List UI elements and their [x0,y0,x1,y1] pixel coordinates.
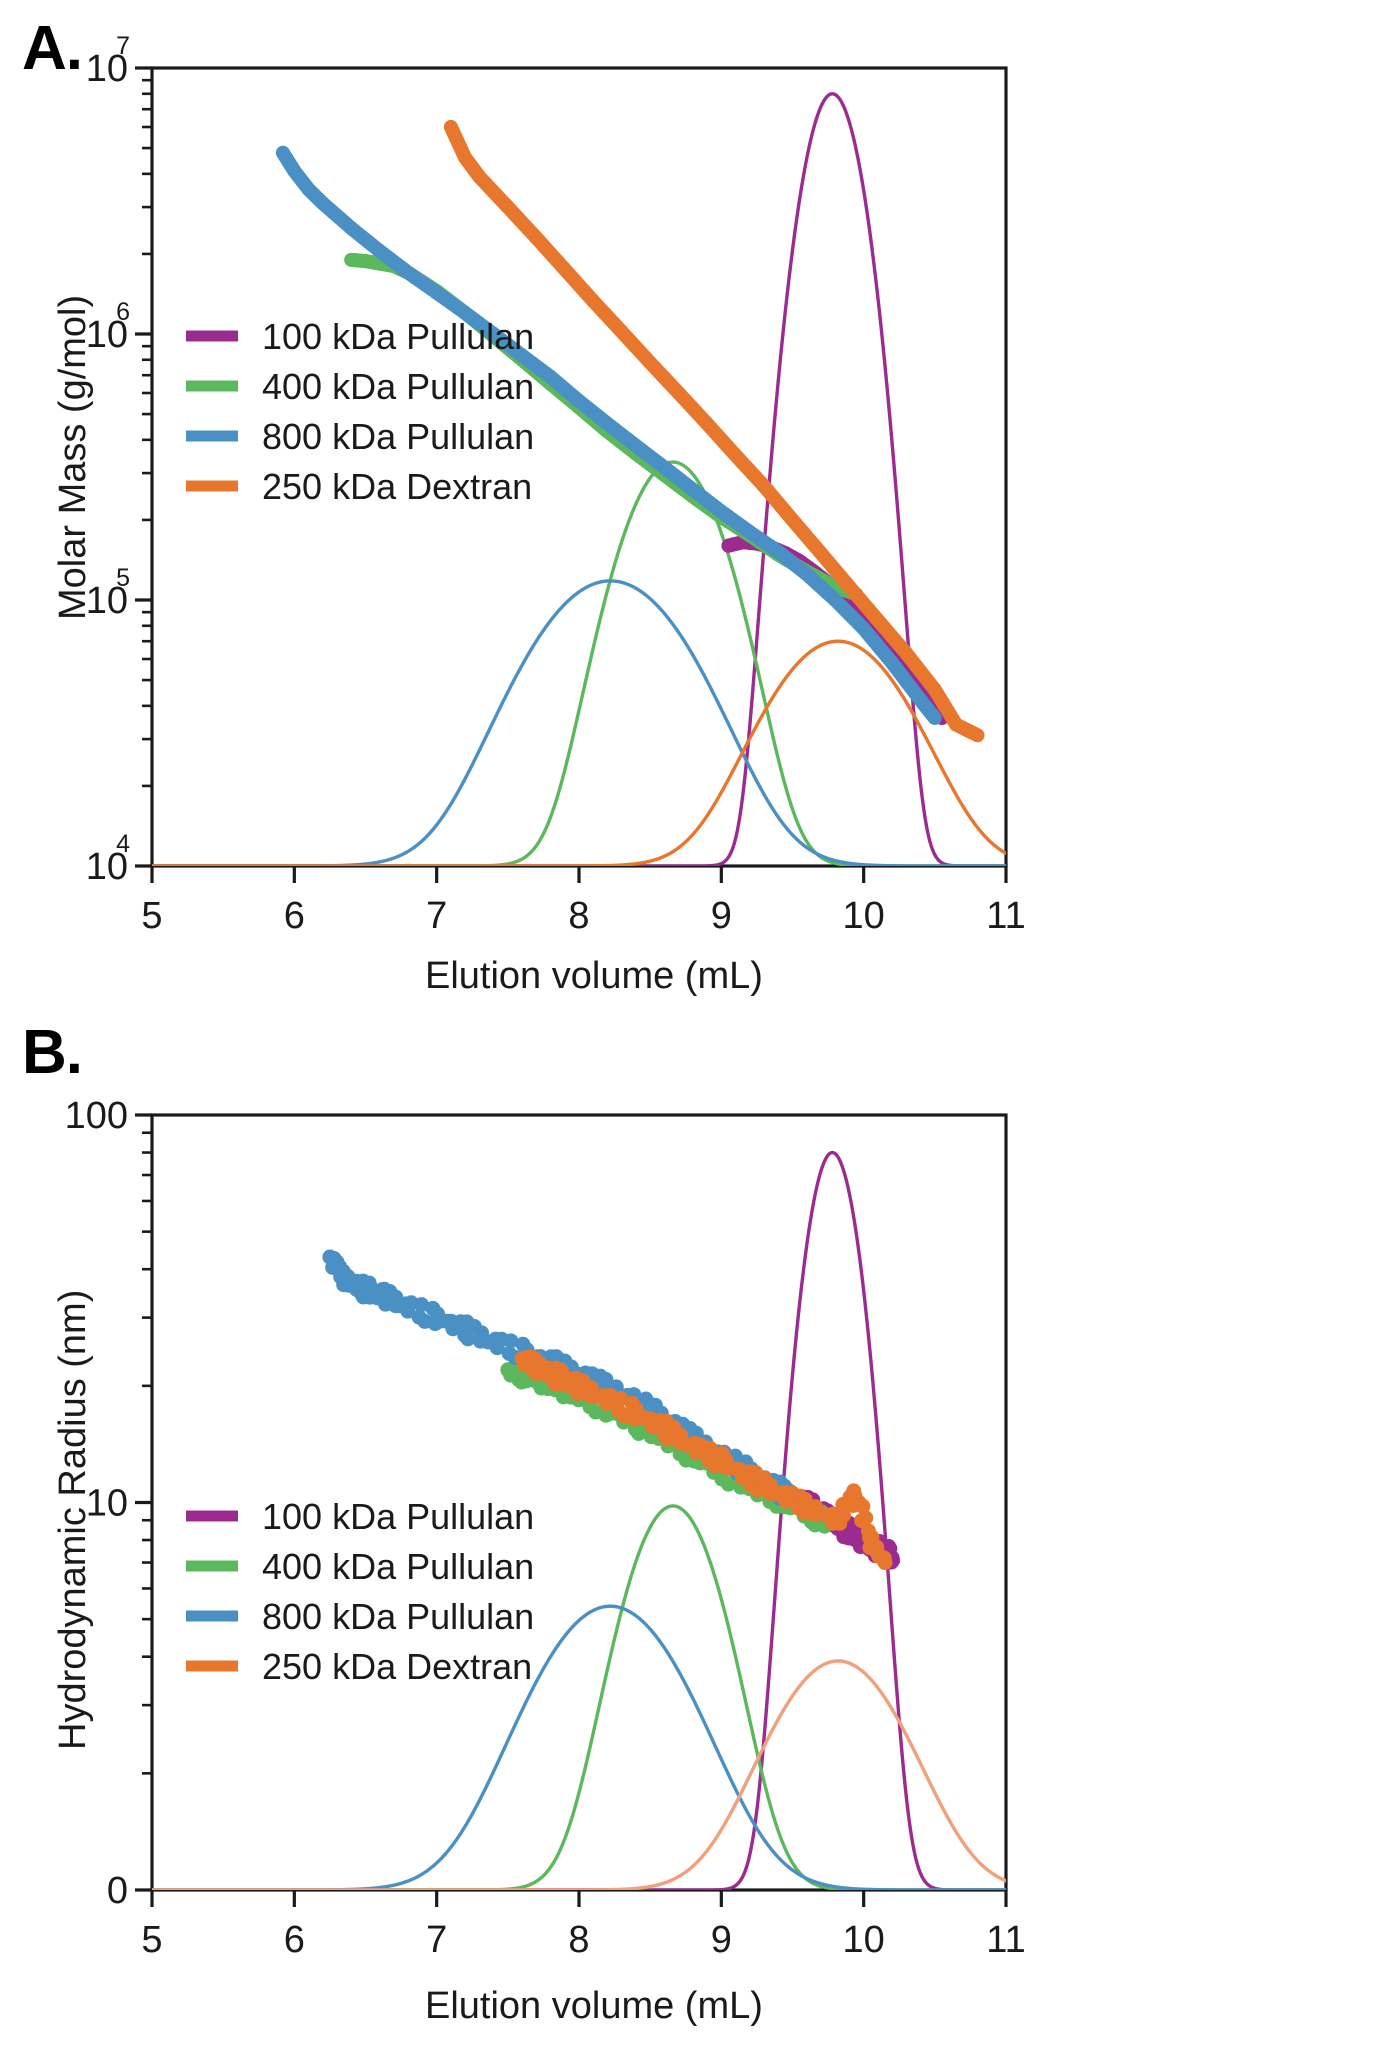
svg-text:10: 10 [86,1483,128,1525]
legend-item[interactable]: 100 kDa Pullulan [186,316,534,357]
x-tick-label: 9 [711,895,732,937]
series-layer [152,92,1006,866]
data-point [720,1476,736,1492]
legend-item[interactable]: 100 kDa Pullulan [186,1496,534,1537]
panel-a-y-axis-title: Molar Mass (g/mol) [52,294,94,620]
svg-text:10: 10 [86,48,128,90]
data-point [414,1297,430,1313]
svg-text:4: 4 [116,830,130,858]
y-tick-label: 106 [86,298,130,356]
legend-label: 250 kDa Dextran [262,466,532,507]
svg-text:10: 10 [86,314,128,356]
x-tick-label: 8 [568,895,589,937]
y-tick-label: 107 [86,32,130,90]
panel-a: A. Molar Mass (g/mol) Elution volume (mL… [0,0,1388,1010]
panel-b-y-axis-title: Hydrodynamic Radius (nm) [52,1289,94,1750]
data-point [855,1498,871,1514]
panel-b-plot: 0 10 100 5 6 7 8 9 10 11 100 kDa Pullulan 400 kDa P… [65,1095,1026,1961]
x-tick-label: 5 [141,1919,162,1961]
data-point [503,1333,519,1349]
elution-peak-curve [152,639,1006,866]
data-point [598,1371,614,1387]
x-tick-label: 11 [986,895,1025,937]
svg-text:7: 7 [116,32,130,60]
legend-label: 400 kDa Pullulan [262,1546,534,1587]
legend-item[interactable]: 250 kDa Dextran [186,1646,532,1687]
legend-label: 800 kDa Pullulan [262,1596,534,1637]
svg-text:100: 100 [65,1095,128,1137]
legend-item[interactable]: 800 kDa Pullulan [186,416,534,457]
svg-text:10: 10 [86,580,128,622]
x-tick-label: 6 [284,895,305,937]
elution-peak-curve [152,1659,1006,1890]
svg-text:0: 0 [107,1870,128,1912]
data-point [927,710,942,725]
legend-item[interactable]: 400 kDa Pullulan [186,366,534,407]
data-point [460,1331,476,1347]
data-point [613,1391,629,1407]
panel-b-x-axis-title: Elution volume (mL) [425,1985,763,2027]
legend-label: 100 kDa Pullulan [262,316,534,357]
data-point [749,1482,765,1498]
legend-item[interactable]: 800 kDa Pullulan [186,1596,534,1637]
elution-peak-curve [152,92,1006,866]
panel-a-letter: A. [22,14,83,83]
data-point [659,1431,675,1447]
legend: 100 kDa Pullulan 400 kDa Pullulan 800 kDa … [186,316,534,507]
x-tick-label: 11 [986,1919,1025,1961]
y-tick-label: 0 [107,1870,128,1912]
data-point [570,1385,586,1401]
series-layer [152,1150,1006,1890]
legend-item[interactable]: 250 kDa Dextran [186,466,532,507]
x-tick-label: 7 [426,1919,447,1961]
y-tick-label: 104 [86,830,130,888]
data-point [631,1426,647,1441]
data-point [702,1440,718,1456]
elution-peak-curve [152,1150,1006,1890]
panel-b: B. Hydrodynamic Radius (nm) Elution volu… [0,1010,1388,2048]
data-point [858,1510,874,1526]
data-point [969,727,984,742]
legend-item[interactable]: 400 kDa Pullulan [186,1546,534,1587]
x-tick-label: 9 [711,1919,732,1961]
x-tick-label: 8 [568,1919,589,1961]
x-tick-label: 10 [843,1919,885,1961]
svg-text:5: 5 [116,564,130,592]
panel-a-x-axis-title: Elution volume (mL) [425,955,763,997]
x-tick-label: 5 [141,895,162,937]
data-point [835,1507,851,1523]
y-tick-label: 105 [86,564,130,622]
svg-text:6: 6 [116,298,130,326]
y-tick-label: 10 [86,1483,128,1525]
x-tick-label: 6 [284,1919,305,1961]
y-tick-label: 100 [65,1095,128,1137]
legend-label: 250 kDa Dextran [262,1646,532,1687]
x-tick-label: 7 [426,895,447,937]
svg-text:10: 10 [86,846,128,888]
data-point [877,1555,893,1571]
legend-label: 400 kDa Pullulan [262,366,534,407]
panel-b-letter: B. [22,1018,83,1087]
x-tick-label: 10 [843,895,885,937]
legend: 100 kDa Pullulan 400 kDa Pullulan 800 kDa … [186,1496,534,1687]
legend-label: 100 kDa Pullulan [262,1496,534,1537]
legend-label: 800 kDa Pullulan [262,416,534,457]
